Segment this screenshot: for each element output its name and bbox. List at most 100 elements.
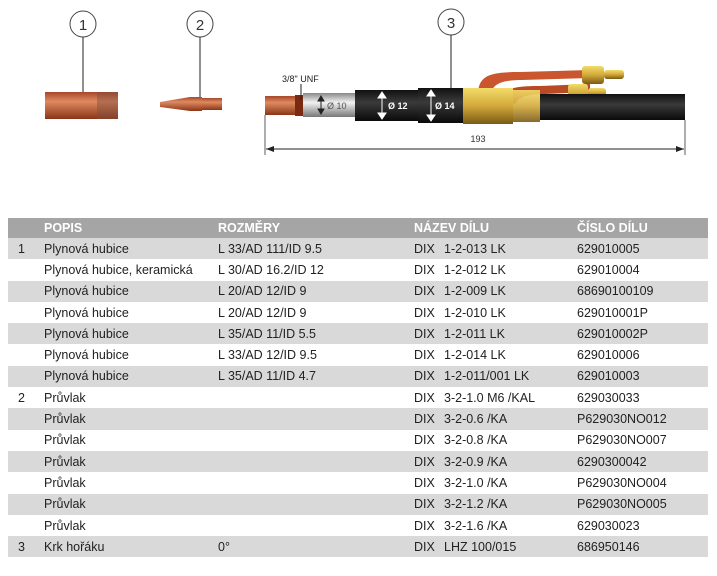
callout-3: 3 xyxy=(437,8,465,100)
cislo-cell: 686950146 xyxy=(577,539,640,554)
svg-text:3: 3 xyxy=(447,15,455,32)
table-row: Plynová hubice L 35/AD 11/ID 4.7 DIX 1-2-01… xyxy=(8,365,708,388)
cislo-cell: 629010004 xyxy=(577,262,640,277)
callout-2: 2 xyxy=(186,10,214,98)
header-cislo: ČÍSLO DÍLU xyxy=(577,221,648,235)
prefix-cell: DIX xyxy=(414,454,435,469)
nazev-cell: 3-2-0.8 /KA xyxy=(444,433,508,448)
rozmery-cell: 0° xyxy=(218,539,230,554)
rozmery-cell: L 30/AD 16.2/ID 12 xyxy=(218,262,324,277)
table-row: Průvlak DIX 3-2-1.6 /KA 629030023 xyxy=(8,515,708,536)
table-row: 1 Plynová hubice L 33/AD 111/ID 9.5 DIX 1-2-… xyxy=(8,238,708,260)
parts-table: POPIS ROZMĚRY NÁZEV DÍLU ČÍSLO DÍLU 1 Ply… xyxy=(8,218,708,558)
position-cell: 3 xyxy=(18,539,25,554)
rozmery-cell: L 33/AD 12/ID 9.5 xyxy=(218,348,317,363)
rozmery-cell: L 35/AD 11/ID 4.7 xyxy=(218,369,316,384)
nazev-cell: 1-2-010 LK xyxy=(444,305,506,320)
prefix-cell: DIX xyxy=(414,305,435,320)
gas-nozzle-image xyxy=(45,92,118,119)
cislo-cell: 629010002P xyxy=(577,326,648,341)
popis-cell: Plynová hubice xyxy=(44,284,129,299)
nazev-cell: 1-2-011 LK xyxy=(444,326,505,341)
table-header: POPIS ROZMĚRY NÁZEV DÍLU ČÍSLO DÍLU xyxy=(8,218,708,238)
cislo-cell: 629010003 xyxy=(577,369,640,384)
nazev-cell: 1-2-013 LK xyxy=(444,241,506,256)
popis-cell: Plynová hubice xyxy=(44,241,129,256)
prefix-cell: DIX xyxy=(414,497,435,512)
prefix-cell: DIX xyxy=(414,412,435,427)
prefix-cell: DIX xyxy=(414,348,435,363)
prefix-cell: DIX xyxy=(414,390,435,405)
nazev-cell: 3-2-1.2 /KA xyxy=(444,497,508,512)
table-row: Průvlak DIX 3-2-0.6 /KA P629030NO012 xyxy=(8,408,708,430)
nazev-cell: 3-2-0.9 /KA xyxy=(444,454,508,469)
popis-cell: Průvlak xyxy=(44,433,86,448)
prefix-cell: DIX xyxy=(414,326,435,341)
nazev-cell: 1-2-012 LK xyxy=(444,262,506,277)
prefix-cell: DIX xyxy=(414,369,435,384)
nazev-cell: 3-2-1.0 M6 /KAL xyxy=(444,390,536,405)
table-row: 2 Průvlak DIX 3-2-1.0 M6 /KAL 629030033 xyxy=(8,387,708,408)
cislo-cell: 629010006 xyxy=(577,348,640,363)
popis-cell: Průvlak xyxy=(44,497,86,512)
prefix-cell: DIX xyxy=(414,518,435,533)
popis-cell: Plynová hubice, keramická xyxy=(44,262,193,277)
cislo-cell: P629030NO012 xyxy=(577,412,667,427)
table-row: Průvlak DIX 3-2-0.8 /KA P629030NO007 xyxy=(8,430,708,451)
callout-1: 1 xyxy=(69,10,97,98)
parts-drawing: 1 2 3 3/8" UNF Ø 1 xyxy=(45,8,686,155)
thread-label: 3/8" UNF xyxy=(282,74,319,84)
rozmery-cell: L 20/AD 12/ID 9 xyxy=(218,305,307,320)
cislo-cell: 6290300042 xyxy=(577,454,647,469)
position-cell: 1 xyxy=(18,241,25,256)
nazev-cell: 3-2-0.6 /KA xyxy=(444,412,508,427)
header-nazev: NÁZEV DÍLU xyxy=(414,221,489,235)
diameter-12: Ø 12 xyxy=(388,101,408,111)
popis-cell: Průvlak xyxy=(44,454,86,469)
popis-cell: Průvlak xyxy=(44,518,86,533)
popis-cell: Krk hořáku xyxy=(44,539,105,554)
cislo-cell: 629030033 xyxy=(577,390,640,405)
table-row: 3 Krk hořáku 0° DIX LHZ 100/015 686950146 xyxy=(8,536,708,558)
svg-text:2: 2 xyxy=(196,17,204,34)
contact-tip-image xyxy=(160,97,222,111)
table-row: Plynová hubice L 35/AD 11/ID 5.5 DIX 1-2-01… xyxy=(8,323,708,345)
header-popis: POPIS xyxy=(44,221,83,235)
table-row: Plynová hubice, keramická L 30/AD 16.2/ID… xyxy=(8,259,708,280)
popis-cell: Plynová hubice xyxy=(44,305,129,320)
table-row: Průvlak DIX 3-2-0.9 /KA 6290300042 xyxy=(8,450,708,473)
diameter-14: Ø 14 xyxy=(435,101,455,111)
popis-cell: Plynová hubice xyxy=(44,348,129,363)
cislo-cell: 629010005 xyxy=(577,241,640,256)
length-dimension: 193 xyxy=(264,115,686,155)
popis-cell: Průvlak xyxy=(44,390,86,405)
header-rozmery: ROZMĚRY xyxy=(218,221,281,235)
rozmery-cell: L 35/AD 11/ID 5.5 xyxy=(218,326,316,341)
torch-neck-image: 3/8" UNF Ø 10 Ø 12 Ø 14 xyxy=(265,66,685,124)
table-row: Plynová hubice L 33/AD 12/ID 9.5 DIX 1-2-01… xyxy=(8,344,708,365)
prefix-cell: DIX xyxy=(414,539,435,554)
popis-cell: Průvlak xyxy=(44,412,86,427)
prefix-cell: DIX xyxy=(414,433,435,448)
svg-text:1: 1 xyxy=(79,17,87,34)
cislo-cell: 68690100109 xyxy=(577,284,654,299)
prefix-cell: DIX xyxy=(414,284,435,299)
popis-cell: Plynová hubice xyxy=(44,369,129,384)
prefix-cell: DIX xyxy=(414,475,435,490)
rozmery-cell: L 33/AD 111/ID 9.5 xyxy=(218,241,322,256)
svg-text:193: 193 xyxy=(470,134,485,144)
table-row: Průvlak DIX 3-2-1.2 /KA P629030NO005 xyxy=(8,493,708,515)
nazev-cell: 1-2-011/001 LK xyxy=(444,369,530,384)
rozmery-cell: L 20/AD 12/ID 9 xyxy=(218,284,307,299)
prefix-cell: DIX xyxy=(414,241,435,256)
nazev-cell: LHZ 100/015 xyxy=(444,539,517,554)
cislo-cell: P629030NO005 xyxy=(577,497,667,512)
nazev-cell: 3-2-1.6 /KA xyxy=(444,518,508,533)
diameter-10: Ø 10 xyxy=(327,101,347,111)
table-row: Plynová hubice L 20/AD 12/ID 9 DIX 1-2-009 … xyxy=(8,280,708,302)
cislo-cell: 629010001P xyxy=(577,305,648,320)
nazev-cell: 1-2-014 LK xyxy=(444,348,506,363)
popis-cell: Plynová hubice xyxy=(44,326,129,341)
prefix-cell: DIX xyxy=(414,262,435,277)
popis-cell: Průvlak xyxy=(44,475,86,490)
